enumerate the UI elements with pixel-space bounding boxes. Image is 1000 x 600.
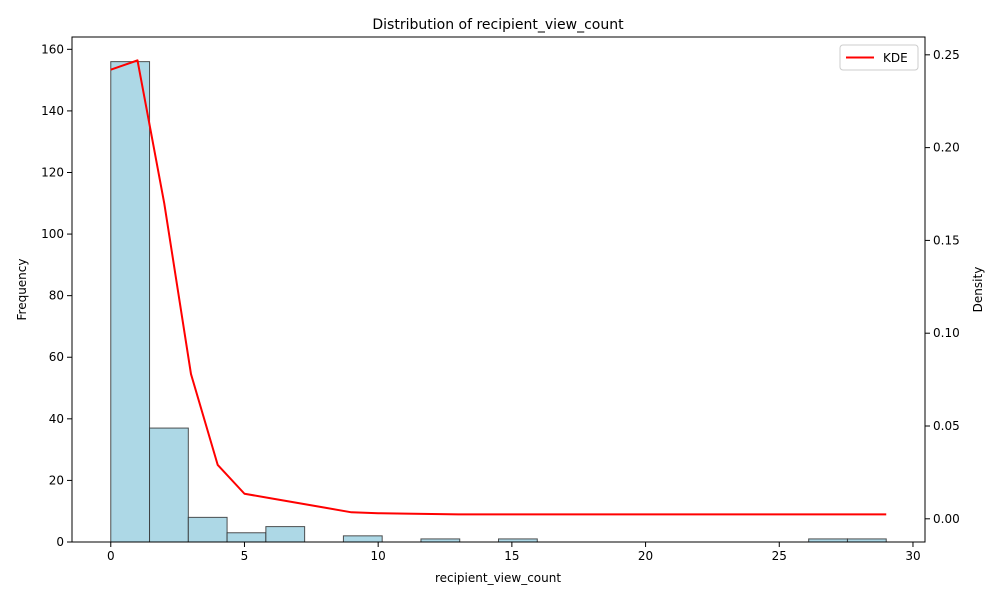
histogram-bar: [265, 526, 306, 543]
y2-tick-label: 0.00: [933, 512, 960, 526]
x-axis: 0 5 10 15 20 25 30: [107, 542, 921, 563]
histogram-bar: [342, 535, 383, 543]
histogram-bar: [187, 516, 228, 543]
chart-title: Distribution of recipient_view_count: [372, 17, 624, 33]
y2-tick-label: 0.25: [933, 48, 960, 62]
bars-layer: [110, 61, 887, 543]
x-tick-label: 20: [638, 549, 653, 563]
histogram-bar: [110, 61, 151, 543]
y-tick-label: 0: [56, 535, 64, 549]
x-tick-label: 10: [371, 549, 386, 563]
y-tick-label: 40: [49, 412, 64, 426]
kde-layer: [110, 59, 887, 516]
y-tick-label: 100: [41, 227, 64, 241]
y-axis-right: 0.00 0.05 0.10 0.15 0.20 0.25: [925, 48, 960, 526]
y-tick-label: 80: [49, 289, 64, 303]
y2-tick-label: 0.15: [933, 233, 960, 247]
x-tick-label: 15: [504, 549, 519, 563]
y-tick-label: 120: [41, 165, 64, 179]
histogram-bar: [226, 532, 267, 543]
x-tick-label: 30: [905, 549, 920, 563]
x-axis-title: recipient_view_count: [435, 571, 561, 585]
legend: KDE: [839, 44, 919, 71]
x-tick-label: 25: [772, 549, 787, 563]
plot-frame: [71, 36, 926, 543]
x-tick-label: 0: [107, 549, 115, 563]
legend-kde-label: KDE: [883, 51, 908, 65]
histogram-bar: [149, 427, 189, 543]
kde-line: [110, 59, 887, 516]
y2-tick-label: 0.20: [933, 141, 960, 155]
y-axis-title: Frequency: [15, 259, 29, 321]
y-tick-label: 60: [49, 350, 64, 364]
x-tick-label: 5: [241, 549, 249, 563]
y-tick-label: 160: [41, 42, 64, 56]
y2-tick-label: 0.05: [933, 419, 960, 433]
y2-axis-title: Density: [971, 267, 985, 313]
y-tick-label: 20: [49, 473, 64, 487]
y2-tick-label: 0.10: [933, 326, 960, 340]
legend-box: [839, 44, 919, 71]
y-tick-label: 140: [41, 104, 64, 118]
y-axis-left: 0 20 40 60 80 100 120 140 160: [41, 42, 72, 549]
